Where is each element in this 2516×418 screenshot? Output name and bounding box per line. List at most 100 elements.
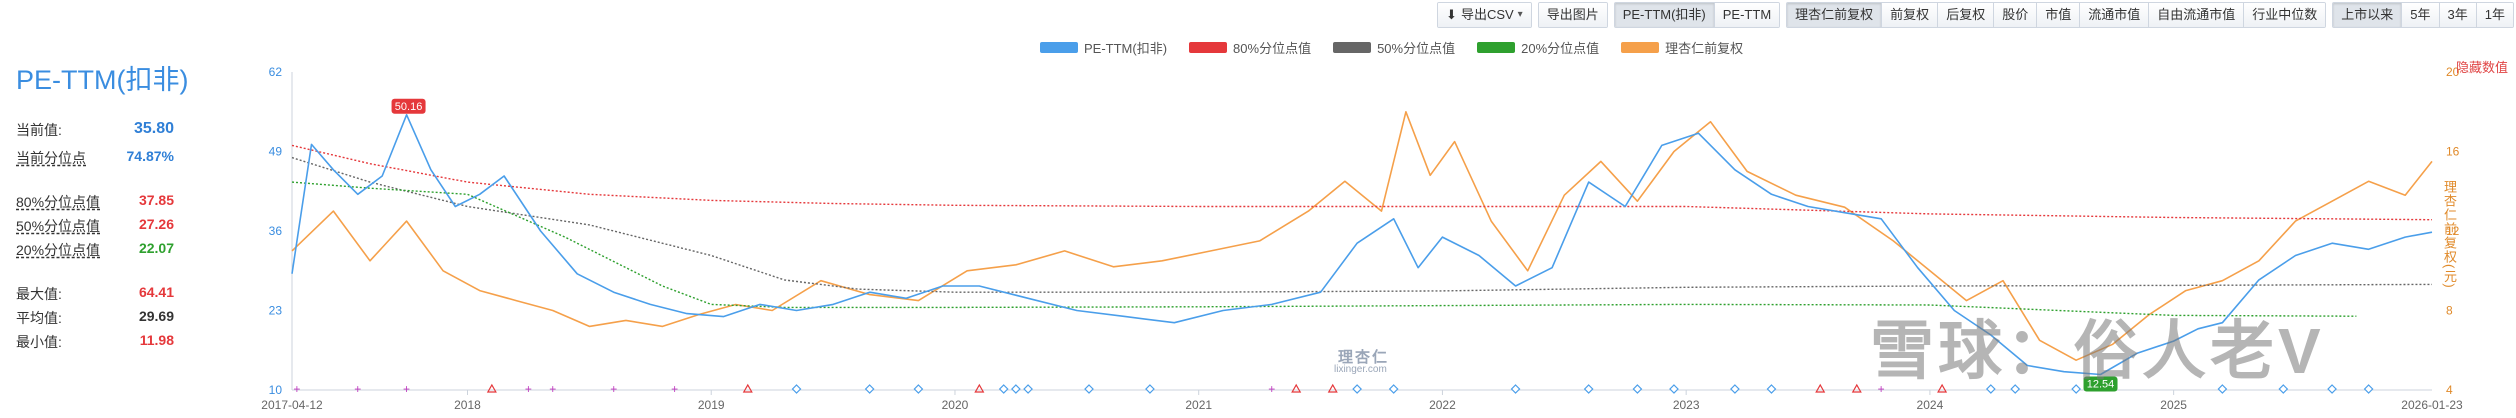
legend-item-price[interactable]: 理杏仁前复权 — [1621, 38, 1743, 57]
x-tick-label: 2018 — [454, 398, 481, 412]
legend-item-p50[interactable]: 50%分位点值 — [1333, 38, 1455, 57]
legend-item-p20[interactable]: 20%分位点值 — [1477, 38, 1599, 57]
event-marker-diamond — [1730, 384, 1740, 394]
legend-swatch — [1333, 42, 1372, 53]
legend-label: 50%分位点值 — [1377, 41, 1456, 56]
hide-values-link[interactable]: 隐藏数值 — [2455, 60, 2508, 75]
download-icon: ⬇ — [1446, 7, 1457, 22]
event-marker-diamond — [2217, 384, 2228, 394]
export-csv-label: 导出CSV — [1460, 7, 1514, 22]
event-marker-triangle — [1291, 383, 1302, 393]
event-marker-diamond — [864, 384, 875, 394]
tab-5-years[interactable]: 5年 — [2402, 3, 2440, 27]
event-marker-plus: + — [354, 382, 361, 396]
x-tick-label: 2020 — [942, 398, 969, 412]
y-right-tick-label: 16 — [2446, 145, 2460, 159]
x-tick-label: 2021 — [1185, 398, 1212, 412]
legend-item-p80[interactable]: 80%分位点值 — [1189, 38, 1311, 57]
tab-float-market-cap[interactable]: 流通市值 — [2080, 3, 2150, 27]
stat-min: 最小值: 11.98 — [16, 332, 174, 352]
event-marker-diamond — [998, 384, 1009, 394]
event-marker-diamond — [2071, 384, 2081, 394]
event-marker-plus: + — [403, 382, 410, 396]
tab-free-float-market-cap[interactable]: 自由流通市值 — [2149, 3, 2245, 27]
y-right-tick-label: 20 — [2446, 65, 2460, 79]
stat-label: 80%分位点值 — [16, 194, 101, 210]
event-marker-diamond — [791, 384, 802, 394]
stat-p50: 50%分位点值 27.26 — [16, 216, 174, 236]
tab-forward-adjusted[interactable]: 前复权 — [1882, 3, 1939, 27]
legend-item-pe[interactable]: PE-TTM(扣非) — [1040, 38, 1167, 57]
event-marker-diamond — [913, 384, 924, 394]
export-csv-button[interactable]: ⬇ 导出CSV ▾ — [1438, 3, 1531, 27]
legend-swatch — [1477, 42, 1516, 53]
stat-avg: 平均值: 29.69 — [16, 308, 174, 328]
series-p20-line — [291, 181, 2357, 317]
series-p50-line — [291, 156, 2433, 293]
y-right-tick-label: 12 — [2446, 224, 2460, 238]
export-csv-group: ⬇ 导出CSV ▾ — [1437, 2, 1532, 28]
watermark: 雪球：俗人老V — [1870, 315, 2325, 387]
event-marker-diamond — [1145, 384, 1155, 394]
x-start-label: 2017-04-12 — [261, 398, 323, 412]
y-right-tick-label: 8 — [2446, 304, 2453, 318]
event-marker-diamond — [1669, 384, 1679, 394]
event-marker-diamond — [1510, 384, 1521, 394]
lixinger-logo-text: 理杏仁 — [1338, 349, 1390, 366]
event-marker-diamond — [1766, 384, 1777, 394]
stat-value: 22.07 — [138, 240, 174, 256]
adjust-tabs: 理杏仁前复权 前复权 后复权 股价 市值 流通市值 自由流通市值 行业中位数 — [1786, 2, 2327, 28]
event-marker-plus: + — [1268, 382, 1275, 396]
y-right-tick-label: 4 — [2446, 383, 2453, 397]
tab-stock-price[interactable]: 股价 — [1994, 3, 2038, 27]
event-marker-diamond — [1632, 384, 1643, 394]
y-left-tick-label: 36 — [269, 224, 283, 238]
event-marker-diamond — [1985, 384, 1996, 394]
tab-pe-ttm[interactable]: PE-TTM — [1714, 3, 1780, 27]
event-marker-diamond — [2010, 384, 2021, 394]
event-marker-triangle — [1815, 383, 1826, 393]
toolbar: ⬇ 导出CSV ▾ 导出图片 PE-TTM(扣非) PE-TTM 理杏仁前复权 … — [1437, 2, 2514, 28]
series-price-line — [291, 111, 2433, 362]
event-marker-triangle — [486, 383, 497, 393]
tab-since-listing[interactable]: 上市以来 — [2333, 3, 2403, 27]
stat-value: 35.80 — [133, 120, 174, 137]
tab-1-year[interactable]: 1年 — [2476, 3, 2513, 27]
tab-lixinger-forward-adjusted[interactable]: 理杏仁前复权 — [1787, 3, 1883, 27]
legend-swatch — [1189, 42, 1228, 53]
stat-label: 最大值: — [16, 286, 62, 302]
event-marker-diamond — [1388, 384, 1399, 394]
tab-market-cap[interactable]: 市值 — [2037, 3, 2081, 27]
stat-percentile: 当前分位点 74.87% — [16, 148, 174, 168]
stat-current: 当前值: 35.80 — [16, 120, 174, 140]
tab-industry-median[interactable]: 行业中位数 — [2244, 3, 2326, 27]
range-tabs: 上市以来 5年 3年 1年 — [2332, 2, 2514, 28]
stat-value: 11.98 — [139, 332, 174, 348]
x-tick-label: 2025 — [2160, 398, 2187, 412]
export-image-group: 导出图片 — [1537, 2, 1608, 28]
event-marker-triangle — [1937, 383, 1948, 393]
x-end-label: 2026-01-23 — [2401, 398, 2463, 412]
stat-value: 64.41 — [138, 284, 174, 300]
event-marker-diamond — [2363, 384, 2374, 394]
tab-3-years[interactable]: 3年 — [2439, 3, 2477, 27]
event-marker-triangle — [742, 383, 753, 393]
legend-swatch — [1621, 42, 1660, 53]
y-left-tick-label: 62 — [269, 65, 283, 79]
event-marker-diamond — [1023, 384, 1033, 394]
export-image-button[interactable]: 导出图片 — [1538, 3, 1607, 27]
stat-label: 最小值: — [16, 334, 62, 350]
right-axis-title: 理杏仁前复权(元) — [2442, 180, 2457, 289]
metric-tabs: PE-TTM(扣非) PE-TTM — [1613, 2, 1781, 28]
tab-pe-ttm-nonrecurring[interactable]: PE-TTM(扣非) — [1614, 3, 1715, 27]
max-badge-bg — [391, 98, 426, 114]
event-marker-plus: + — [549, 382, 556, 396]
stat-label: 当前分位点 — [16, 150, 86, 166]
x-tick-label: 2024 — [1917, 398, 1944, 412]
tab-backward-adjusted[interactable]: 后复权 — [1938, 3, 1995, 27]
stat-value: 27.26 — [138, 216, 174, 232]
stat-value: 37.85 — [138, 192, 174, 208]
legend-label: PE-TTM(扣非) — [1084, 41, 1168, 56]
stat-label: 当前值: — [16, 122, 62, 138]
